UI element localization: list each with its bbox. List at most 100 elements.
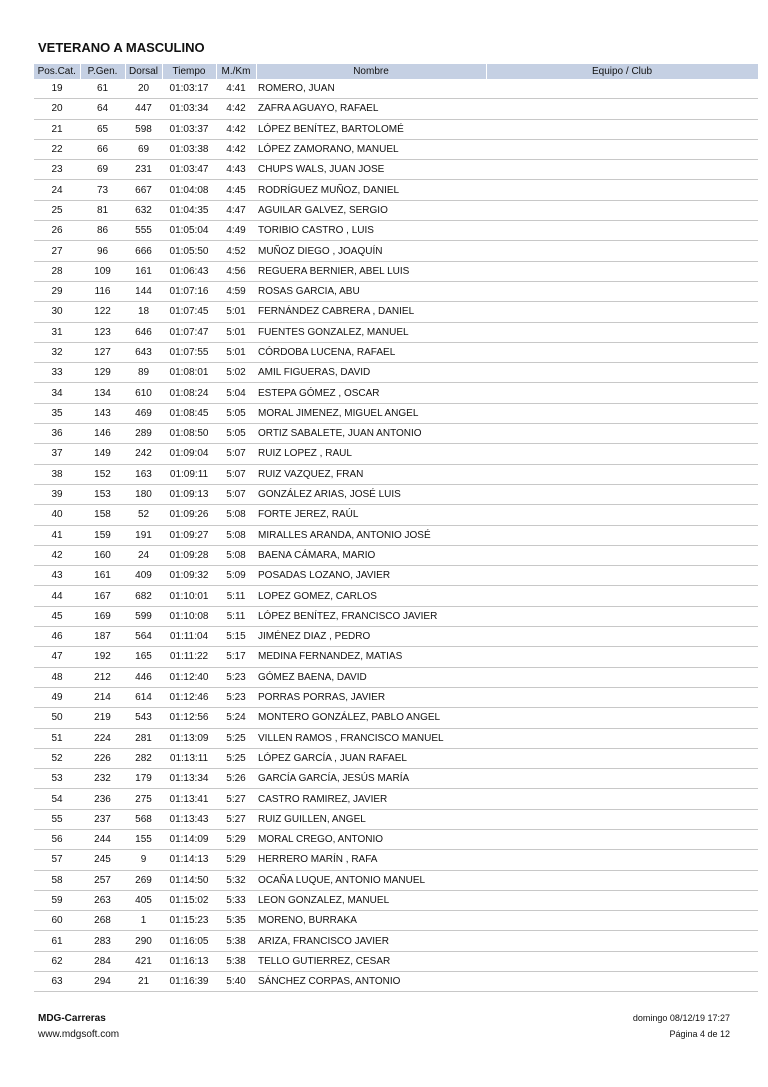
cell-dorsal: 599 (125, 606, 162, 628)
cell-nombre: MIRALLES ARANDA, ANTONIO JOSÉ (256, 525, 486, 546)
cell-m-km: 5:27 (216, 788, 256, 810)
table-row: 46 187 564 01:11:04 5:15 JIMÉNEZ DIAZ , PEDRO (34, 626, 758, 648)
cell-dorsal: 610 (125, 382, 162, 404)
column-header-equipo: Equipo / Club (486, 64, 759, 79)
cell-pos-cat: 38 (34, 464, 80, 485)
cell-dorsal: 469 (125, 403, 162, 425)
cell-pos-cat: 60 (34, 910, 80, 932)
cell-p-gen: 158 (80, 504, 125, 526)
cell-tiempo: 01:03:37 (162, 119, 216, 140)
table-row: 32 127 643 01:07:55 5:01 CÓRDOBA LUCENA, RAFA… (34, 342, 758, 364)
cell-dorsal: 666 (125, 240, 162, 262)
cell-tiempo: 01:03:47 (162, 159, 216, 181)
cell-tiempo: 01:16:05 (162, 930, 216, 952)
cell-tiempo: 01:16:39 (162, 971, 216, 993)
cell-nombre: OCAÑA LUQUE, ANTONIO MANUEL (256, 870, 486, 891)
cell-nombre: RUIZ GUILLEN, ANGEL (256, 809, 486, 830)
cell-pos-cat: 55 (34, 809, 80, 830)
cell-equipo (486, 667, 758, 688)
table-row: 42 160 24 01:09:28 5:08 BAENA CÁMARA, MARIO (34, 545, 758, 567)
cell-tiempo: 01:09:26 (162, 504, 216, 526)
table-row: 48 212 446 01:12:40 5:23 GÓMEZ BAENA, DAVID (34, 667, 758, 688)
cell-m-km: 4:42 (216, 98, 256, 120)
cell-nombre: LÓPEZ GARCÍA , JUAN RAFAEL (256, 748, 486, 770)
cell-nombre: VILLEN RAMOS , FRANCISCO MANUEL (256, 728, 486, 749)
cell-pos-cat: 51 (34, 728, 80, 749)
cell-equipo (486, 179, 758, 201)
cell-equipo (486, 484, 758, 506)
table-row: 21 65 598 01:03:37 4:42 LÓPEZ BENÍTEZ, BARTOL… (34, 119, 758, 140)
cell-p-gen: 160 (80, 545, 125, 567)
cell-pos-cat: 39 (34, 484, 80, 506)
table-row: 36 146 289 01:08:50 5:05 ORTIZ SABALETE, JUAN… (34, 423, 758, 445)
cell-equipo (486, 951, 758, 973)
cell-m-km: 5:29 (216, 849, 256, 871)
cell-m-km: 5:05 (216, 403, 256, 425)
cell-dorsal: 52 (125, 504, 162, 526)
cell-nombre: TELLO GUTIERREZ, CESAR (256, 951, 486, 973)
cell-dorsal: 269 (125, 870, 162, 891)
cell-equipo (486, 281, 758, 303)
cell-tiempo: 01:03:38 (162, 139, 216, 161)
cell-pos-cat: 19 (34, 79, 80, 100)
cell-equipo (486, 626, 758, 648)
cell-pos-cat: 57 (34, 849, 80, 871)
cell-p-gen: 161 (80, 565, 125, 587)
cell-m-km: 5:27 (216, 809, 256, 830)
table-row: 31 123 646 01:07:47 5:01 FUENTES GONZALEZ, MA… (34, 322, 758, 343)
cell-nombre: LÓPEZ BENÍTEZ, FRANCISCO JAVIER (256, 606, 486, 628)
cell-dorsal: 282 (125, 748, 162, 770)
cell-m-km: 5:01 (216, 322, 256, 343)
column-header-nombre: Nombre (256, 64, 487, 79)
cell-equipo (486, 606, 758, 628)
table-row: 38 152 163 01:09:11 5:07 RUIZ VAZQUEZ, FRAN (34, 464, 758, 485)
table-row: 54 236 275 01:13:41 5:27 CASTRO RAMIREZ, JAVI… (34, 788, 758, 810)
cell-equipo (486, 443, 758, 465)
cell-pos-cat: 36 (34, 423, 80, 445)
cell-m-km: 4:56 (216, 261, 256, 282)
cell-p-gen: 232 (80, 768, 125, 790)
cell-dorsal: 179 (125, 768, 162, 790)
cell-dorsal: 555 (125, 220, 162, 242)
cell-tiempo: 01:13:41 (162, 788, 216, 810)
cell-nombre: MEDINA FERNANDEZ, MATIAS (256, 646, 486, 668)
cell-tiempo: 01:14:50 (162, 870, 216, 891)
cell-m-km: 4:59 (216, 281, 256, 303)
cell-p-gen: 224 (80, 728, 125, 749)
cell-p-gen: 86 (80, 220, 125, 242)
footer-page: Página 4 de 12 (669, 1029, 730, 1039)
cell-p-gen: 245 (80, 849, 125, 871)
table-row: 55 237 568 01:13:43 5:27 RUIZ GUILLEN, ANGEL (34, 809, 758, 830)
cell-dorsal: 155 (125, 829, 162, 851)
cell-pos-cat: 34 (34, 382, 80, 404)
table-row: 34 134 610 01:08:24 5:04 ESTEPA GÓMEZ , OSCAR (34, 382, 758, 404)
cell-equipo (486, 464, 758, 485)
cell-tiempo: 01:09:32 (162, 565, 216, 587)
cell-nombre: LOPEZ GOMEZ, CARLOS (256, 585, 486, 607)
cell-nombre: SÁNCHEZ CORPAS, ANTONIO (256, 971, 486, 993)
cell-nombre: MUÑOZ DIEGO , JOAQUÍN (256, 240, 486, 262)
cell-pos-cat: 50 (34, 707, 80, 729)
cell-equipo (486, 890, 758, 912)
table-row: 53 232 179 01:13:34 5:26 GARCÍA GARCÍA, JESÚS… (34, 768, 758, 790)
table-row: 30 122 18 01:07:45 5:01 FERNÁNDEZ CABRERA , D… (34, 301, 758, 323)
table-row: 49 214 614 01:12:46 5:23 PORRAS PORRAS, JAVIE… (34, 687, 758, 709)
cell-pos-cat: 48 (34, 667, 80, 688)
cell-dorsal: 165 (125, 646, 162, 668)
cell-p-gen: 187 (80, 626, 125, 648)
cell-pos-cat: 56 (34, 829, 80, 851)
table-row: 24 73 667 01:04:08 4:45 RODRÍGUEZ MUÑOZ, DANI… (34, 179, 758, 201)
cell-dorsal: 543 (125, 707, 162, 729)
cell-equipo (486, 646, 758, 668)
table-row: 28 109 161 01:06:43 4:56 REGUERA BERNIER, ABE… (34, 261, 758, 282)
cell-dorsal: 643 (125, 342, 162, 364)
cell-p-gen: 66 (80, 139, 125, 161)
cell-m-km: 4:41 (216, 79, 256, 100)
cell-p-gen: 122 (80, 301, 125, 323)
cell-equipo (486, 545, 758, 567)
cell-equipo (486, 585, 758, 607)
cell-equipo (486, 829, 758, 851)
cell-nombre: RODRÍGUEZ MUÑOZ, DANIEL (256, 179, 486, 201)
cell-dorsal: 289 (125, 423, 162, 445)
cell-dorsal: 1 (125, 910, 162, 932)
